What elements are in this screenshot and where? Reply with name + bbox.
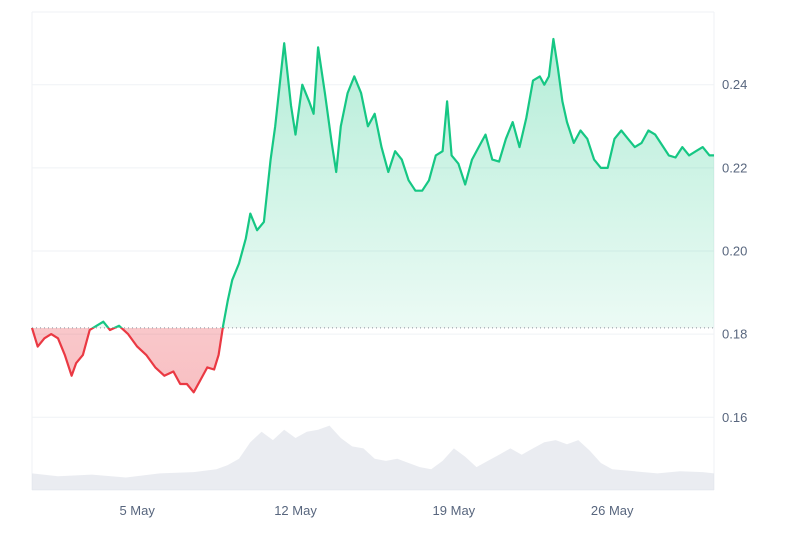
volume-area (32, 425, 714, 490)
price-line[interactable] (30, 37, 714, 394)
x-tick-label: 19 May (433, 503, 476, 518)
x-axis-ticks: 5 May 12 May 19 May 26 May (119, 503, 634, 518)
y-tick-label: 0.18 (722, 327, 747, 342)
y-tick-label: 0.16 (722, 410, 747, 425)
price-area-up (93, 39, 714, 328)
y-axis-ticks: 0.24 0.22 0.20 0.18 0.16 (722, 77, 747, 425)
x-tick-label: 26 May (591, 503, 634, 518)
x-tick-label: 12 May (274, 503, 317, 518)
y-tick-label: 0.22 (722, 160, 747, 175)
price-line-up[interactable] (32, 37, 714, 392)
price-area-fill (32, 39, 714, 393)
y-tick-label: 0.20 (722, 244, 747, 259)
x-tick-label: 5 May (119, 503, 155, 518)
volume-area-shape (32, 425, 714, 490)
y-tick-label: 0.24 (722, 77, 747, 92)
price-line-down[interactable] (30, 39, 714, 394)
